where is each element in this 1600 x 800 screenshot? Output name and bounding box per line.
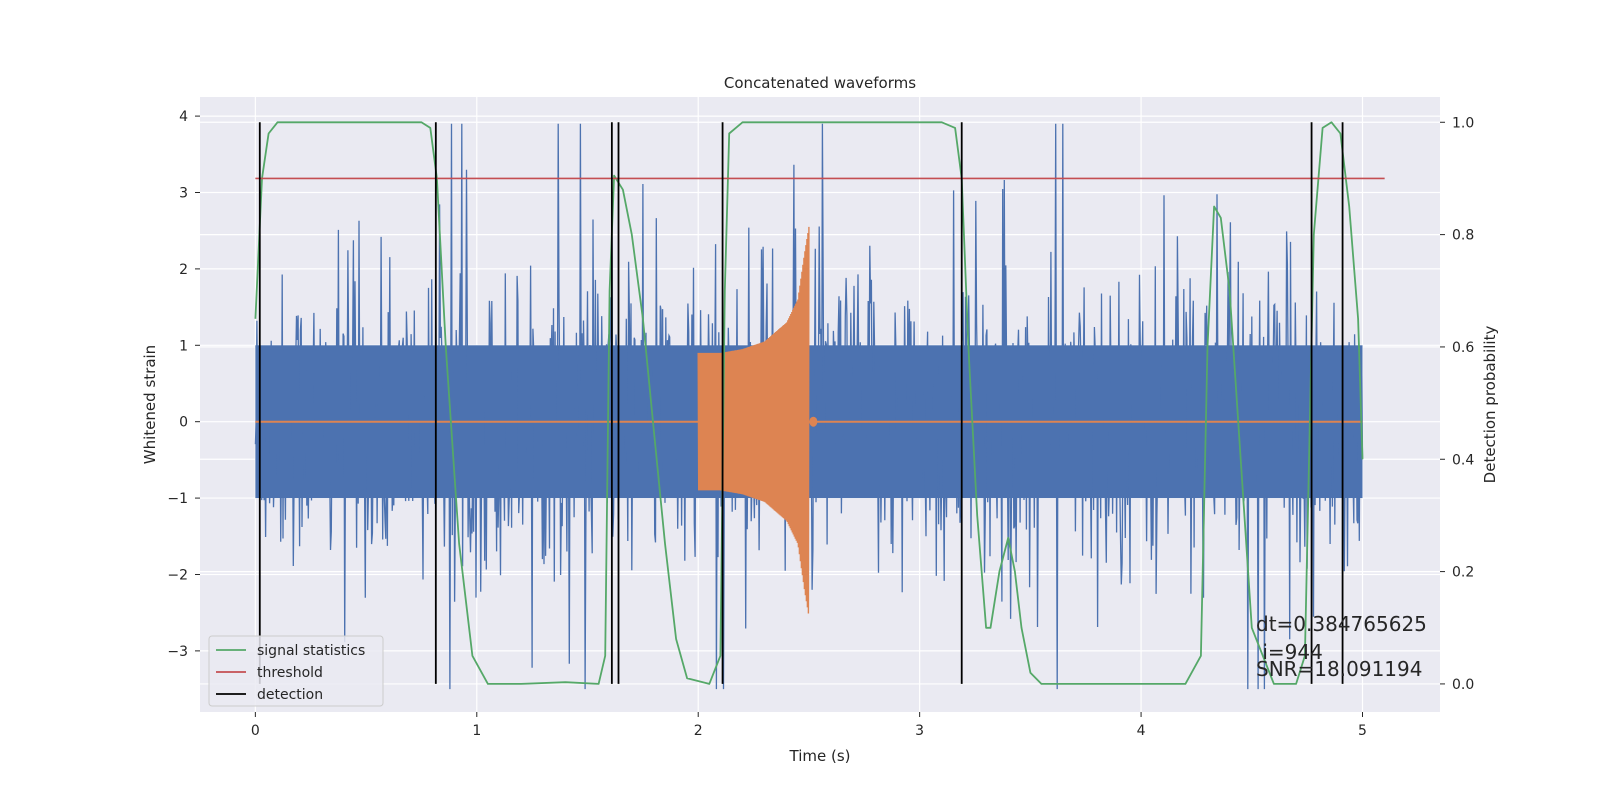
x-tick-label: 0 (251, 723, 260, 739)
y-axis-label: Whitened strain (141, 345, 159, 464)
y-right-tick-label: 0.4 (1452, 452, 1474, 468)
annotation-text: i=944 (1256, 640, 1323, 664)
y-tick-label: 2 (179, 262, 188, 278)
annotation-text: dt=0.384765625 (1256, 612, 1427, 636)
y-tick-label: −3 (167, 644, 188, 660)
legend-label: threshold (257, 665, 323, 681)
y-right-tick-label: 0.2 (1452, 565, 1474, 581)
y-tick-label: 1 (179, 338, 188, 354)
y-right-tick-label: 0.6 (1452, 340, 1474, 356)
x-tick-label: 3 (915, 723, 924, 739)
y-tick-label: 0 (179, 415, 188, 431)
y-right-tick-label: 0.0 (1452, 677, 1474, 693)
y-right-tick-label: 1.0 (1452, 115, 1474, 131)
x-tick-label: 1 (472, 723, 481, 739)
y-tick-label: 4 (179, 109, 188, 125)
x-tick-label: 4 (1137, 723, 1146, 739)
x-tick-label: 2 (694, 723, 703, 739)
y-tick-label: −1 (167, 491, 188, 507)
y-axis-right-label: Detection probability (1481, 326, 1499, 484)
x-axis-label: Time (s) (789, 747, 851, 765)
y-right-tick-label: 0.8 (1452, 228, 1474, 244)
legend-label: detection (257, 687, 323, 703)
x-tick-label: 5 (1358, 723, 1367, 739)
y-tick-label: −2 (167, 567, 188, 583)
legend: signal statistics threshold detection (208, 635, 384, 707)
y-tick-label: 3 (179, 185, 188, 201)
legend-label: signal statistics (257, 643, 365, 659)
detection-series (258, 122, 1344, 684)
injection-series (255, 226, 1363, 614)
injection-trace (697, 226, 810, 614)
axis-ticks: 0 1 2 3 4 5 −3 −2 −1 0 1 2 3 4 0.0 0.2 0.4 0.6 0.8 1.0 (167, 109, 1474, 739)
injection-ringdown (809, 416, 818, 427)
annotation-text: SNR=18.091194 (1256, 657, 1422, 681)
legend-box (208, 635, 384, 707)
chart-title: Concatenated waveforms (724, 74, 916, 92)
signal-statistics-line (254, 121, 1364, 685)
signal-statistics-series (254, 121, 1364, 685)
